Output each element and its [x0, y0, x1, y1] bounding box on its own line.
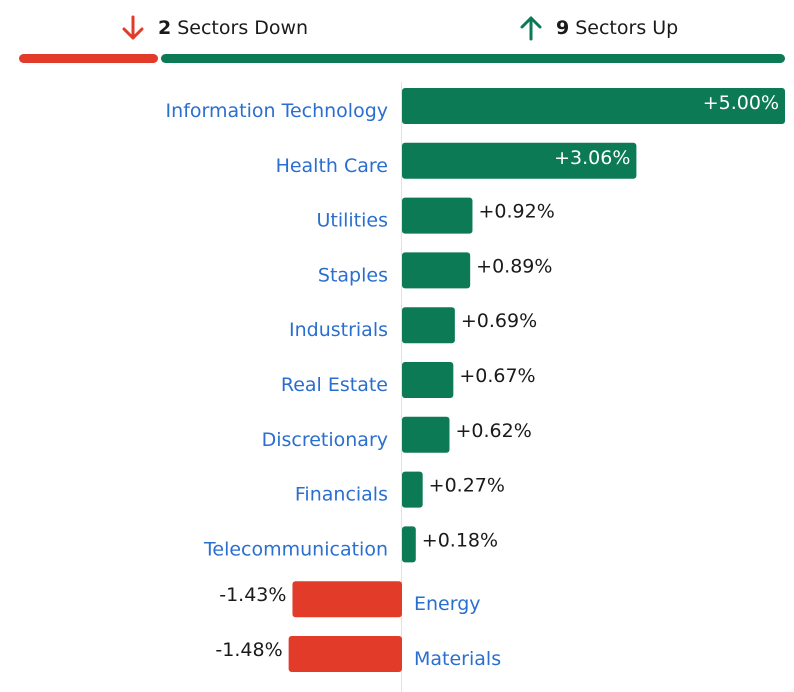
- value-label: -1.48%: [215, 639, 282, 661]
- bar-industrials[interactable]: [402, 307, 455, 344]
- value-label: +0.27%: [429, 475, 505, 497]
- sector-summary: 2 Sectors Down 9 Sectors Up: [0, 0, 794, 70]
- category-label[interactable]: Health Care: [276, 155, 388, 177]
- bar-health-care[interactable]: [402, 142, 637, 179]
- bar-energy[interactable]: [292, 581, 402, 618]
- value-label: +0.18%: [422, 529, 498, 551]
- value-label: +0.69%: [461, 310, 537, 332]
- bar-financials[interactable]: [402, 471, 423, 508]
- arrow-down-icon: [120, 14, 146, 42]
- value-label: +0.89%: [476, 255, 552, 277]
- bar-real-estate[interactable]: [402, 362, 454, 398]
- arrow-up-icon: [518, 14, 544, 42]
- sectors-down-bar: [19, 54, 158, 63]
- category-label[interactable]: Utilities: [316, 210, 388, 232]
- bar-staples[interactable]: [402, 252, 471, 289]
- sectors-down-count: 2: [158, 17, 172, 39]
- sectors-up-summary: 9 Sectors Up: [518, 14, 678, 42]
- bar-utilities[interactable]: [402, 197, 473, 234]
- value-label: +0.67%: [459, 365, 535, 387]
- category-label[interactable]: Materials: [414, 648, 501, 670]
- category-label[interactable]: Information Technology: [166, 100, 388, 122]
- value-label: -1.43%: [219, 584, 286, 606]
- category-label[interactable]: Telecommunication: [203, 538, 388, 560]
- sectors-up-count: 9: [556, 17, 570, 39]
- sectors-down-summary: 2 Sectors Down: [120, 14, 308, 42]
- value-label: +0.92%: [478, 201, 554, 223]
- sectors-up-label: Sectors Up: [575, 17, 679, 39]
- bar-telecommunication[interactable]: [402, 526, 416, 563]
- category-label[interactable]: Discretionary: [262, 429, 388, 451]
- value-label: +3.06%: [554, 147, 630, 169]
- value-label: +5.00%: [703, 92, 779, 114]
- category-label[interactable]: Energy: [414, 593, 481, 615]
- sectors-up-bar: [160, 54, 785, 63]
- bar-information-technology[interactable]: [402, 88, 785, 124]
- category-label[interactable]: Real Estate: [281, 374, 388, 396]
- bar-materials[interactable]: [288, 636, 402, 672]
- sectors-down-label: Sectors Down: [177, 17, 309, 39]
- category-label[interactable]: Staples: [318, 264, 388, 286]
- value-label: +0.62%: [455, 420, 531, 442]
- bar-discretionary[interactable]: [402, 416, 450, 453]
- category-label[interactable]: Financials: [295, 484, 388, 506]
- category-label[interactable]: Industrials: [289, 319, 388, 341]
